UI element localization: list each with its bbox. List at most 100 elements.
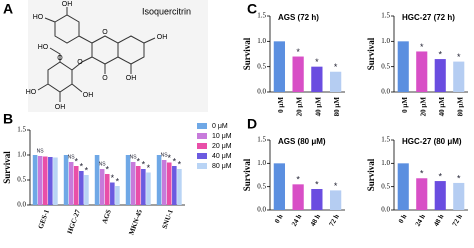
legend-label: 80 μM bbox=[212, 163, 232, 170]
significance: * bbox=[438, 49, 442, 59]
atom: HO bbox=[26, 89, 37, 96]
x-tick-label: MKN-45 bbox=[127, 208, 144, 236]
significance: * bbox=[85, 165, 89, 175]
y-tick-label: 0.5 bbox=[257, 182, 266, 190]
x-tick-label: 72 h bbox=[327, 213, 340, 228]
significance: NS bbox=[68, 154, 76, 160]
y-axis-label: Survival bbox=[2, 151, 12, 184]
atom: OH bbox=[55, 104, 66, 111]
atom: O bbox=[102, 29, 108, 36]
significance: * bbox=[147, 163, 151, 173]
significance: * bbox=[296, 47, 300, 57]
atom: O bbox=[57, 55, 63, 62]
bar bbox=[177, 169, 182, 205]
bar bbox=[330, 71, 342, 92]
bar bbox=[416, 178, 428, 210]
bar bbox=[453, 182, 465, 210]
x-tick-label: HGC-27 bbox=[66, 208, 82, 235]
bar bbox=[416, 51, 428, 92]
bar bbox=[397, 163, 409, 210]
x-tick-label: 48 h bbox=[309, 213, 322, 228]
significance: NS bbox=[99, 161, 107, 167]
bar bbox=[68, 162, 74, 205]
y-tick-label: 1.5 bbox=[17, 126, 26, 134]
bar bbox=[141, 169, 146, 205]
significance: * bbox=[296, 175, 300, 185]
chart-title: AGS (72 h) bbox=[278, 13, 319, 22]
significance: * bbox=[105, 164, 109, 174]
x-tick-label: 24 h bbox=[414, 213, 427, 228]
y-tick-label: 1.0 bbox=[381, 37, 390, 45]
bar bbox=[434, 181, 446, 210]
x-tick-label: 20 μM bbox=[296, 97, 304, 117]
bar bbox=[453, 61, 465, 92]
bar bbox=[125, 155, 131, 205]
significance: NS bbox=[37, 148, 45, 154]
y-axis-label: Survival bbox=[242, 158, 252, 191]
legend-label: 40 μM bbox=[212, 153, 232, 160]
bar bbox=[166, 162, 172, 205]
legend-label: 0 μM bbox=[212, 123, 228, 130]
y-tick-label: 1.5 bbox=[257, 136, 266, 144]
bar bbox=[73, 166, 79, 205]
bar bbox=[104, 174, 110, 205]
y-tick-label: 0.0 bbox=[257, 88, 266, 96]
y-tick-label: 1.0 bbox=[257, 37, 266, 45]
legend-swatch bbox=[197, 153, 207, 159]
bar bbox=[53, 157, 58, 205]
x-tick-label: SNU-1 bbox=[161, 208, 175, 230]
legend-swatch bbox=[197, 123, 207, 129]
x-tick-label: 40 μM bbox=[314, 97, 322, 117]
x-tick-label: 80 μM bbox=[333, 97, 341, 117]
bar bbox=[146, 172, 151, 205]
significance: * bbox=[173, 156, 177, 166]
significance: * bbox=[420, 42, 424, 52]
atom: OH bbox=[83, 92, 94, 99]
y-tick-label: 1.0 bbox=[381, 159, 390, 167]
significance: * bbox=[178, 159, 182, 169]
y-tick-label: 0.5 bbox=[257, 62, 266, 70]
x-tick-label: 0 h bbox=[397, 213, 409, 225]
legend-swatch bbox=[197, 163, 207, 169]
bar bbox=[135, 166, 141, 205]
bar bbox=[273, 163, 285, 210]
y-tick-label: 0.0 bbox=[381, 206, 390, 214]
y-axis-label: Survival bbox=[242, 37, 252, 70]
significance: * bbox=[438, 171, 442, 181]
compound-name: Isoquercitrin bbox=[142, 6, 191, 16]
structure: Isoquercitrin OH HO HO O OH O O O HO OH … bbox=[26, 0, 208, 112]
x-tick-label: 0 μM bbox=[401, 97, 409, 113]
chart-title: HGC-27 (72 h) bbox=[402, 13, 455, 22]
bar bbox=[156, 155, 162, 205]
bar bbox=[161, 160, 167, 205]
bonds bbox=[37, 7, 156, 102]
x-tick-label: 40 μM bbox=[438, 97, 446, 117]
y-axis-label: Survival bbox=[366, 37, 376, 70]
bar bbox=[48, 157, 53, 205]
y-axis-label: Survival bbox=[366, 158, 376, 191]
significance: * bbox=[315, 179, 319, 189]
bar bbox=[397, 41, 409, 92]
y-tick-label: 0.0 bbox=[381, 88, 390, 96]
y-tick-label: 0.5 bbox=[381, 182, 390, 190]
bar bbox=[99, 169, 105, 205]
y-tick-label: 0.5 bbox=[17, 176, 26, 184]
significance: * bbox=[315, 57, 319, 67]
bar bbox=[311, 66, 323, 92]
y-tick-label: 0.0 bbox=[257, 206, 266, 214]
chart-title: AGS (80 μM) bbox=[278, 137, 326, 146]
bar bbox=[330, 190, 342, 210]
bar bbox=[37, 156, 43, 205]
bar bbox=[110, 182, 115, 205]
atom: HO bbox=[38, 44, 49, 51]
bar bbox=[79, 171, 84, 205]
significance: * bbox=[334, 181, 338, 191]
bar bbox=[94, 155, 100, 205]
x-tick-label: 0 h bbox=[273, 213, 285, 225]
significance: * bbox=[420, 169, 424, 179]
atom: OH bbox=[62, 1, 73, 8]
y-tick-label: 1.0 bbox=[257, 159, 266, 167]
x-tick-label: 0 μM bbox=[277, 97, 285, 113]
legend-swatch bbox=[197, 143, 207, 149]
